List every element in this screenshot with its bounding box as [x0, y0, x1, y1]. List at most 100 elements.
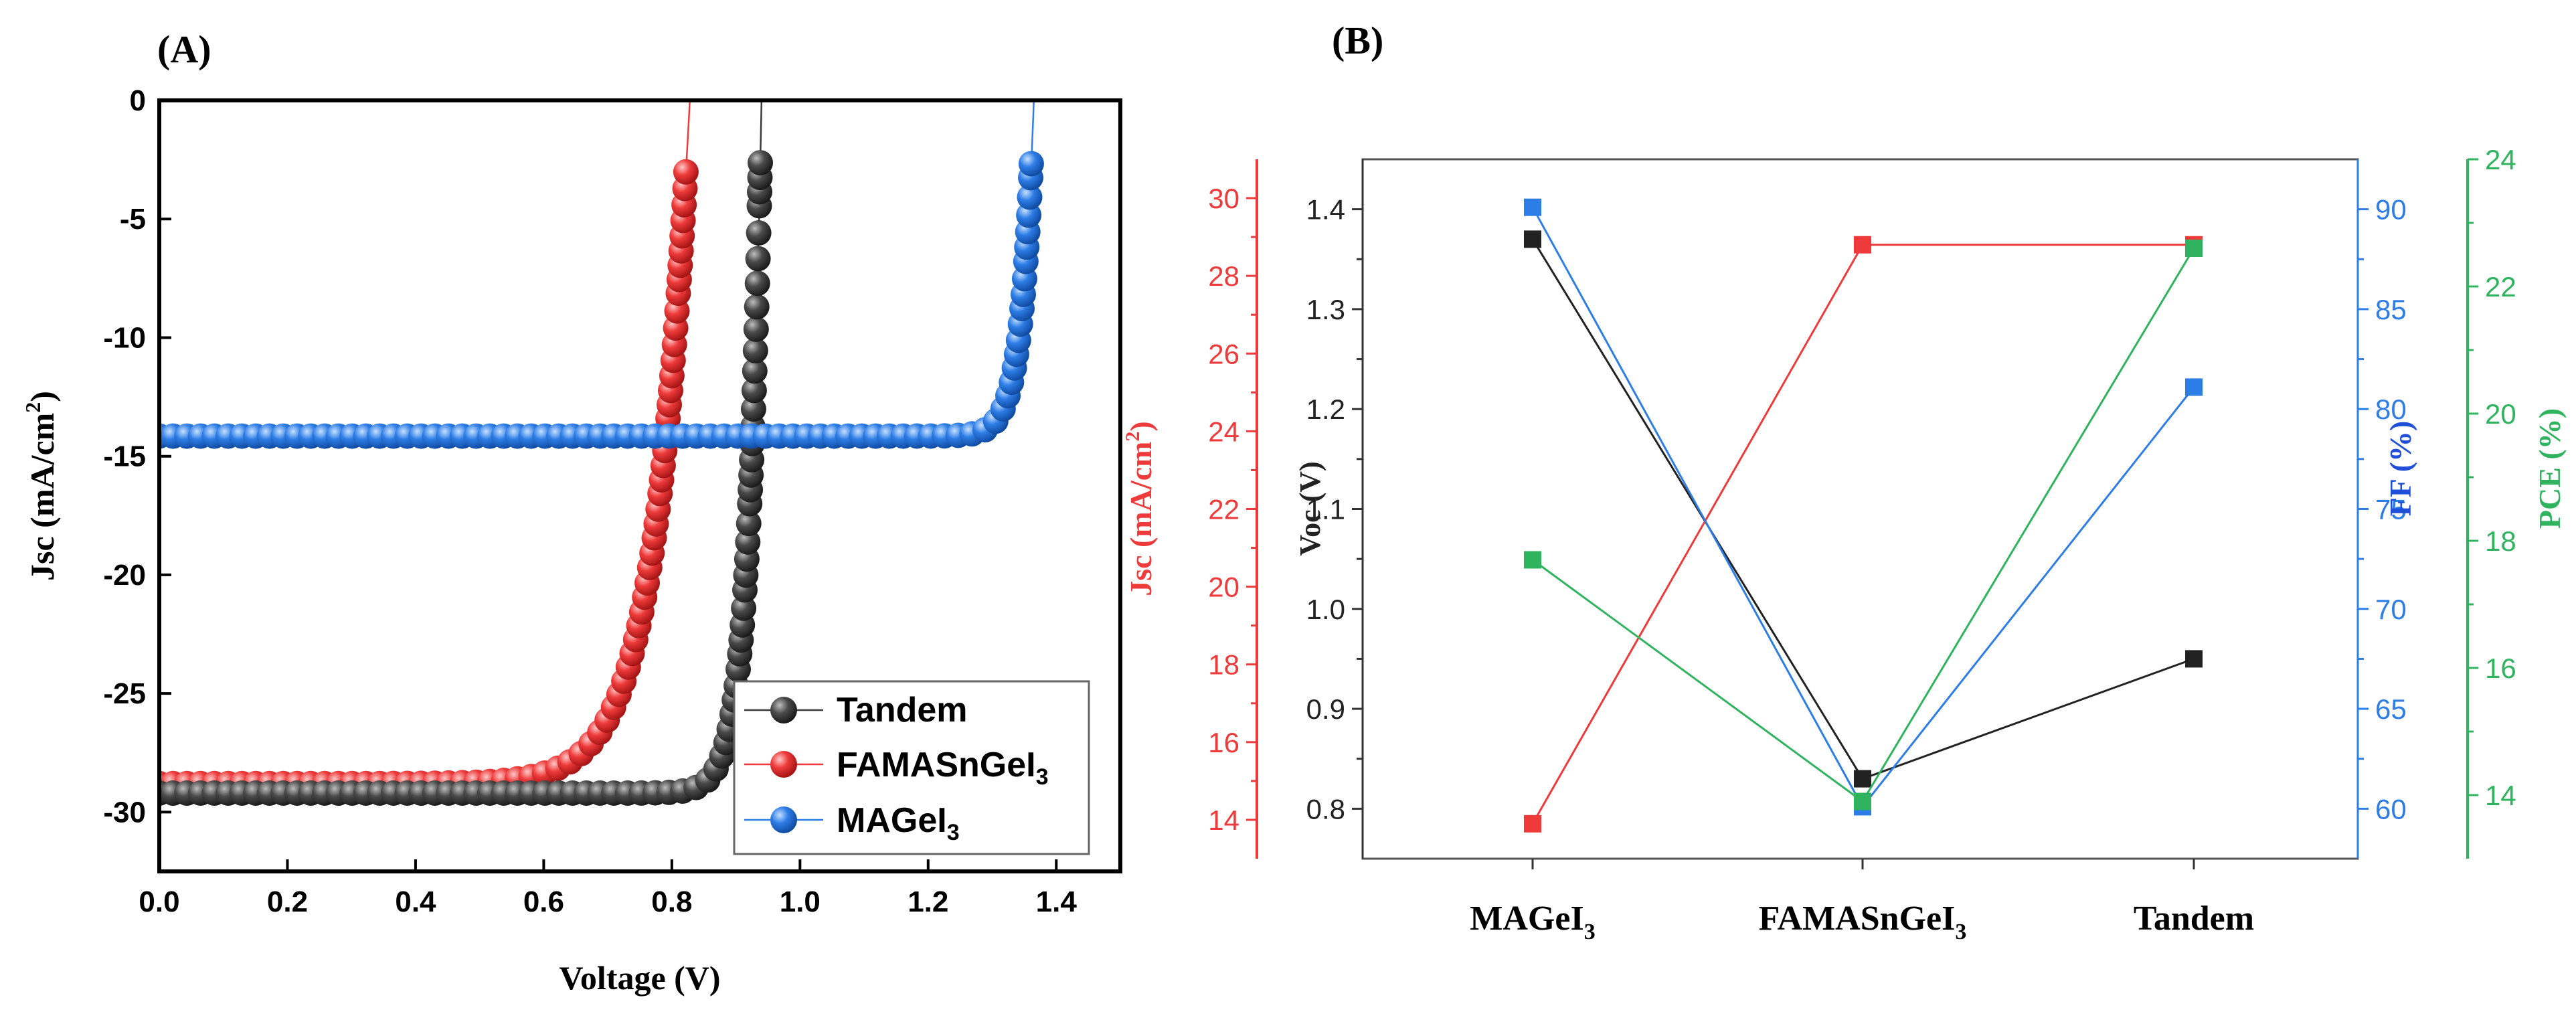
panel-b-jsc-tick-label: 24	[1208, 416, 1239, 447]
panel-b-voc-axis-title: Voc (V)	[1294, 461, 1326, 556]
panel-b-categories: MAGeI3 FAMASnGeI3 Tandem	[1470, 859, 2254, 944]
panel-b-series-pce	[1524, 240, 2203, 810]
jv-point-famasnge	[673, 159, 699, 185]
panel-a-y-tick-label: -10	[103, 321, 146, 354]
legend-label-magei-text: MAGeI	[837, 801, 947, 840]
legend-label-tandem: Tandem	[837, 691, 968, 730]
panel-b-line-jsc	[1531, 244, 2194, 825]
panel-b-line-pce	[1532, 248, 2195, 803]
legend-label-magei-sub: 3	[947, 820, 960, 845]
jv-point-tandem	[731, 595, 757, 621]
panel-b-line-voc	[1531, 238, 2195, 780]
panel-b-ff-tick-label: 65	[2375, 693, 2407, 725]
panel-b-point-ff	[2185, 378, 2203, 396]
jv-point-magei	[1016, 202, 1042, 228]
jv-point-tandem	[746, 220, 772, 246]
panel-b-pce-tick-label: 20	[2485, 398, 2516, 430]
panel-a-y-title-end: )	[23, 391, 61, 402]
panel-b-pce-tick-label: 18	[2485, 525, 2516, 557]
panel-b-category-sub: 3	[1955, 920, 1966, 944]
panel-b-label: (B)	[1332, 19, 1383, 62]
jv-series-magei	[159, 100, 1044, 449]
panel-b-ff-tick-label: 90	[2375, 194, 2407, 226]
panel-b-point-pce	[1524, 551, 1541, 569]
jv-point-magei	[1018, 151, 1044, 177]
panel-b-series-voc	[1524, 230, 2203, 788]
panel-b-jsc-tick-label: 16	[1208, 727, 1239, 758]
panel-a-y-axis: 0 -5 -10 -15 -20 -25 -30	[103, 84, 171, 829]
panel-a-label: (A)	[157, 27, 211, 71]
panel-a-x-tick-label: 0.0	[139, 885, 179, 918]
panel-b-ff-tick-label: 75	[2375, 494, 2407, 525]
panel-b-pce-tick-label: 16	[2485, 653, 2516, 684]
panel-b-point-ff	[1524, 198, 1541, 216]
legend-item-tandem: Tandem	[744, 691, 968, 730]
panel-b-pce-axis-title: PCE (%)	[2532, 408, 2567, 529]
panel-b-jsc-tick-label: 28	[1208, 260, 1239, 292]
legend-label-magei: MAGeI3	[837, 801, 960, 845]
jv-point-tandem	[748, 150, 773, 176]
panel-b-jsc-tick-label: 26	[1208, 338, 1239, 369]
panel-b-point-pce	[2185, 240, 2203, 257]
jv-point-tandem	[742, 358, 768, 384]
panel-b-pce-tick-label: 14	[2485, 780, 2516, 811]
panel-b-jsc-tick-label: 14	[1208, 804, 1239, 836]
panel-a-x-tick-label: 0.6	[523, 885, 564, 918]
panel-b-category-label: FAMASnGeI3	[1759, 900, 1967, 944]
panel-b-jsc-axis: 14 16 18 20 22 24 26 28 30	[1208, 159, 1258, 859]
panel-a-y-axis-title: Jsc (mA/cm2)	[21, 391, 61, 581]
panel-b-category-sub: 3	[1584, 920, 1596, 944]
panel-b-ff-tick-label: 70	[2375, 594, 2407, 625]
panel-b-voc-tick-label: 1.3	[1306, 294, 1345, 325]
jv-point-tandem	[744, 270, 770, 296]
legend-label-tandem-text: Tandem	[837, 691, 968, 730]
panel-a-y-tick-label: -20	[103, 559, 146, 592]
panel-b-series-jsc	[1524, 236, 2203, 833]
panel-b-voc-tick-label: 1.2	[1306, 394, 1345, 425]
panel-b-voc-tick-label: 1.4	[1306, 194, 1345, 226]
jv-point-tandem	[743, 316, 769, 342]
panel-b-jsc-title-sup: 2	[1122, 432, 1144, 442]
jv-point-tandem	[740, 396, 766, 422]
panel-b-jsc-title-end: )	[1124, 421, 1158, 431]
panel-b-frame	[1361, 158, 2359, 860]
jv-point-tandem	[735, 529, 761, 555]
panel-b-point-pce	[1854, 792, 1871, 810]
panel-b-pce-tick-label: 24	[2485, 144, 2516, 175]
legend-item-famasnge: FAMASnGeI3	[744, 746, 1049, 790]
panel-b-point-voc	[1524, 230, 1541, 248]
jv-point-tandem	[744, 294, 770, 320]
jv-point-tandem	[742, 337, 768, 363]
panel-b-jsc-tick-label: 22	[1208, 494, 1239, 525]
panel-b-series-ff	[1524, 198, 2203, 816]
panel-b-voc-tick-label: 1.1	[1306, 494, 1345, 525]
legend-label-famasnge: FAMASnGeI3	[837, 746, 1049, 790]
legend-label-famasnge-text: FAMASnGeI	[837, 746, 1036, 784]
panel-a-y-tick-label: -30	[103, 796, 146, 829]
panel-a-legend: Tandem FAMASnGeI3 MAGeI3	[733, 680, 1090, 855]
panel-b-point-voc	[1854, 770, 1871, 788]
panel-b-ff-tick-label: 80	[2375, 394, 2407, 425]
panel-b-jsc-tick-label: 30	[1208, 183, 1239, 214]
panel-a-series	[159, 100, 1044, 806]
panel-a-frame	[157, 98, 1122, 873]
panel-b: (B) 0.8 0.9 1.0 1.1 1.2 1.3 1.4 14 16 18 20 22 24 26 2…	[1122, 19, 2567, 944]
panel-a-x-axis-title: Voltage (V)	[559, 959, 720, 997]
panel-a-plot-area	[157, 98, 1122, 873]
panel-a-y-tick-label: -5	[120, 203, 146, 236]
panel-b-ff-tick-label: 85	[2375, 294, 2407, 325]
panel-a-y-tick-label: -15	[103, 440, 146, 473]
panel-a-x-tick-label: 0.8	[651, 885, 692, 918]
panel-a-x-tick-label: 0.4	[395, 885, 436, 918]
jv-point-magei	[1017, 184, 1043, 210]
panel-b-point-jsc	[1524, 815, 1541, 833]
panel-b-pce-tick-label: 22	[2485, 271, 2516, 303]
panel-a-y-tick-label: 0	[130, 84, 146, 117]
panel-b-jsc-tick-label: 18	[1208, 649, 1239, 681]
jv-point-tandem	[745, 246, 771, 272]
panel-b-axes: 0.8 0.9 1.0 1.1 1.2 1.3 1.4 14 16 18 20 22 24 26 28 30 6…	[1208, 144, 2516, 859]
jv-point-tandem	[741, 377, 767, 404]
panel-b-series	[1524, 198, 2203, 833]
panel-b-point-jsc	[1854, 236, 1871, 254]
